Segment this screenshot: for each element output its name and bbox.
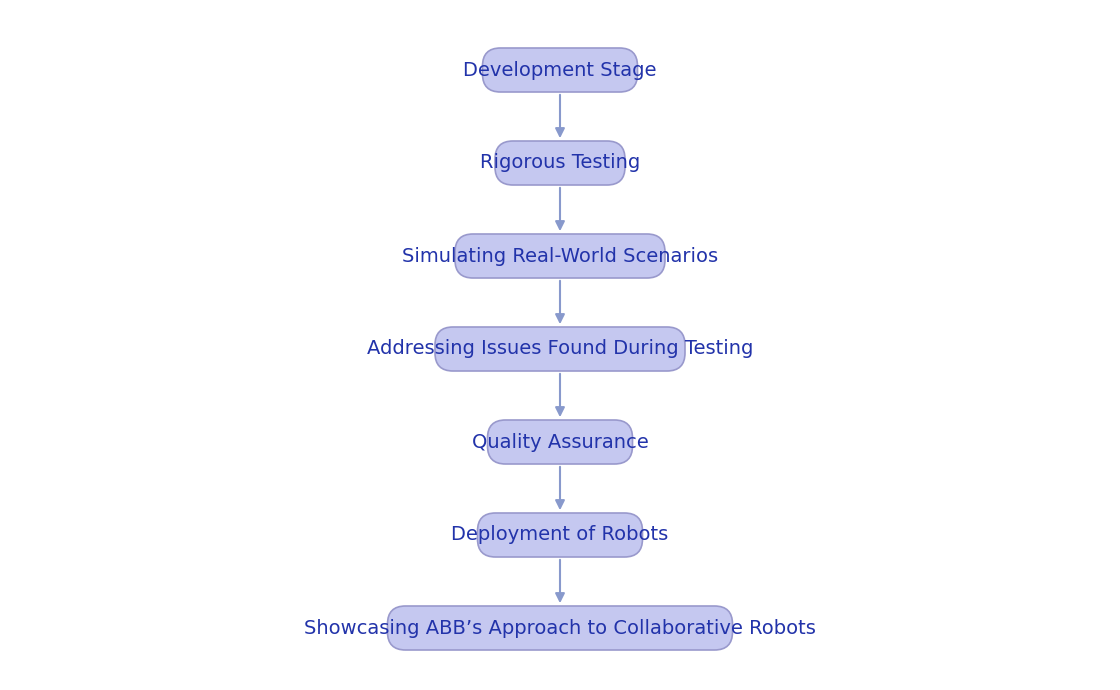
Text: Showcasing ABB’s Approach to Collaborative Robots: Showcasing ABB’s Approach to Collaborati… (304, 618, 816, 638)
Text: Simulating Real-World Scenarios: Simulating Real-World Scenarios (402, 246, 718, 266)
FancyBboxPatch shape (477, 513, 643, 557)
Text: Development Stage: Development Stage (464, 61, 656, 79)
FancyBboxPatch shape (487, 420, 633, 464)
FancyBboxPatch shape (483, 48, 637, 92)
Text: Rigorous Testing: Rigorous Testing (479, 153, 641, 172)
Text: Addressing Issues Found During Testing: Addressing Issues Found During Testing (367, 339, 753, 359)
Text: Deployment of Robots: Deployment of Robots (451, 526, 669, 544)
Text: Quality Assurance: Quality Assurance (472, 433, 648, 451)
FancyBboxPatch shape (455, 234, 665, 278)
FancyBboxPatch shape (495, 141, 625, 185)
FancyBboxPatch shape (388, 606, 732, 650)
FancyBboxPatch shape (435, 327, 685, 371)
